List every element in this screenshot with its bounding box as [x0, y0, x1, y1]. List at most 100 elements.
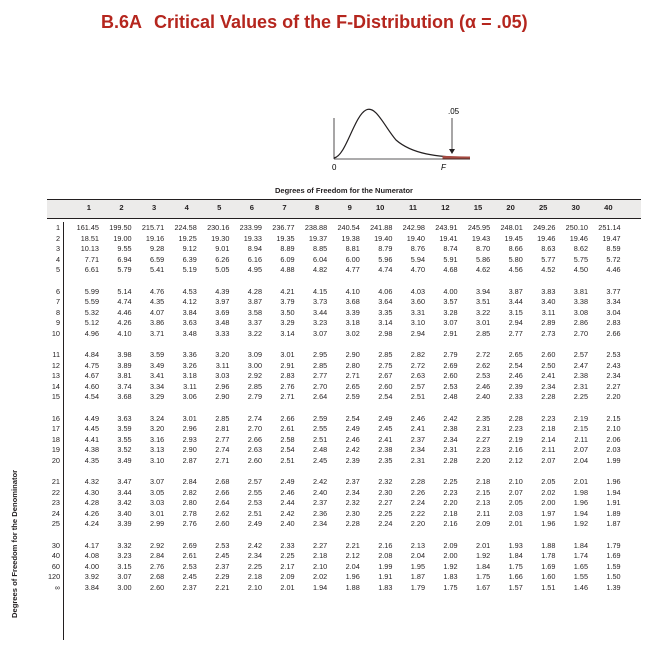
column-header: 10 — [375, 203, 385, 212]
table-cell: 2.53 — [443, 381, 458, 391]
table-cell: 2.71 — [280, 392, 295, 401]
table-cell: 4.00 — [443, 286, 458, 296]
table-cell: 2.62 — [215, 508, 230, 518]
table-cell: 2.62 — [475, 360, 491, 370]
table-cell: 2.18 — [247, 572, 262, 581]
table-cell: 250.10 — [565, 223, 588, 232]
table-cell: 2.42 — [312, 477, 328, 486]
table-cell: 3.87 — [247, 297, 262, 306]
table-cell: 2.40 — [475, 392, 491, 401]
table-cell: 3.38 — [573, 297, 588, 306]
table-cell: 1.88 — [345, 582, 360, 592]
table-row: 40 4.08 3.23 2.84 2.61 2.45 2.34 2.25 2.18 2.12 2.… — [47, 551, 641, 561]
table-cell: 19.41 — [439, 233, 458, 243]
column-header: 12 — [441, 203, 450, 212]
table-cell: 2.51 — [410, 392, 425, 401]
table-cell: 2.74 — [247, 413, 262, 423]
table-cell: 2.70 — [573, 328, 588, 338]
table-cell: 6.16 — [247, 254, 262, 264]
table-cell: 4.67 — [84, 371, 99, 380]
table-cell: 2.46 — [410, 413, 425, 423]
table-cell: 3.50 — [280, 307, 295, 317]
table-cell: 8.76 — [410, 244, 425, 253]
table-cell: 18.51 — [80, 233, 99, 243]
column-header: 6 — [249, 203, 254, 212]
table-row: 15 4.54 3.68 3.29 3.06 2.90 2.79 2.71 2.64 2.59 2.… — [47, 392, 641, 402]
table-cell: 3.52 — [117, 445, 132, 454]
table-cell: 4.52 — [541, 265, 556, 274]
table-cell: 1.94 — [573, 508, 588, 518]
table-cell: 8.89 — [280, 244, 295, 253]
table-cell: 2.27 — [475, 434, 491, 444]
table-cell: 19.38 — [341, 233, 360, 243]
row-header: 3 — [55, 244, 60, 253]
table-cell: 2.34 — [345, 487, 360, 497]
table-cell: 3.83 — [541, 286, 556, 296]
table-cell: 3.92 — [84, 572, 99, 581]
row-header-divider — [63, 222, 64, 640]
table-cell: 2.79 — [443, 350, 458, 359]
table-cell: 2.54 — [378, 392, 393, 401]
table-cell: 19.30 — [211, 233, 230, 243]
table-cell: 2.17 — [280, 561, 295, 571]
table-cell: 3.00 — [247, 360, 262, 370]
row-header: 24 — [51, 508, 60, 518]
table-cell: 3.07 — [149, 477, 165, 486]
table-cell: 2.99 — [149, 519, 165, 528]
table-cell: 4.74 — [378, 265, 393, 274]
table-cell: 4.35 — [149, 297, 165, 306]
table-cell: 1.88 — [541, 540, 556, 550]
table-cell: 5.91 — [443, 254, 458, 264]
table-cell: 2.48 — [312, 445, 328, 454]
table-cell: 2.85 — [312, 360, 328, 370]
table-cell: 3.63 — [117, 413, 132, 423]
table-cell: 2.33 — [280, 540, 295, 550]
table-cell: 2.32 — [378, 477, 393, 486]
table-cell: 1.96 — [345, 572, 360, 581]
table-cell: 2.34 — [410, 445, 425, 454]
table-cell: 3.10 — [410, 318, 425, 327]
table-cell: 4.56 — [508, 265, 523, 274]
table-cell: 2.31 — [475, 424, 491, 433]
table-cell: 4.60 — [84, 381, 99, 391]
table-cell: 1.75 — [508, 561, 523, 571]
table-cell: 2.45 — [378, 424, 393, 433]
table-cell: 1.57 — [508, 582, 523, 592]
table-cell: 2.14 — [541, 434, 556, 444]
table-cell: 4.70 — [410, 265, 425, 274]
table-cell: 1.66 — [508, 572, 523, 581]
table-code: B.6A — [101, 12, 143, 32]
table-cell: 2.37 — [312, 498, 328, 507]
table-cell: 1.91 — [378, 572, 393, 581]
table-cell: 2.94 — [410, 328, 425, 338]
shaded-tail — [442, 155, 471, 160]
table-cell: 3.57 — [443, 297, 458, 306]
table-row: 9 5.12 4.26 3.86 3.63 3.48 3.37 3.29 3.23 3.18 3.1… — [47, 318, 641, 328]
table-cell: 3.68 — [345, 297, 360, 306]
table-cell: 3.11 — [541, 307, 556, 317]
table-cell: 2.34 — [247, 551, 262, 560]
table-cell: 4.10 — [345, 286, 360, 296]
table-cell: 2.31 — [410, 455, 425, 465]
table-cell: 4.28 — [84, 498, 99, 507]
table-cell: 1.69 — [606, 551, 621, 560]
table-cell: 4.45 — [84, 424, 99, 433]
table-cell: 2.10 — [606, 424, 621, 433]
table-cell: 19.40 — [406, 233, 425, 243]
table-cell: 2.76 — [280, 381, 295, 391]
table-cell: 2.04 — [573, 455, 588, 465]
row-header: 21 — [51, 477, 60, 486]
table-cell: 3.97 — [215, 297, 230, 306]
table-cell: 3.58 — [247, 307, 262, 317]
table-cell: 3.68 — [117, 392, 132, 401]
table-cell: 199.50 — [109, 223, 132, 232]
table-cell: 242.98 — [402, 223, 425, 232]
table-cell: 2.13 — [410, 540, 425, 550]
table-cell: 2.66 — [280, 413, 295, 423]
table-row: 20 4.35 3.49 3.10 2.87 2.71 2.60 2.51 2.45 2.39 2.… — [47, 456, 641, 466]
table-cell: 3.55 — [117, 434, 132, 444]
table-cell: 2.04 — [345, 561, 360, 571]
table-cell: 5.32 — [84, 307, 99, 317]
table-cell: 2.51 — [247, 508, 262, 518]
table-cell: 4.75 — [84, 360, 99, 370]
